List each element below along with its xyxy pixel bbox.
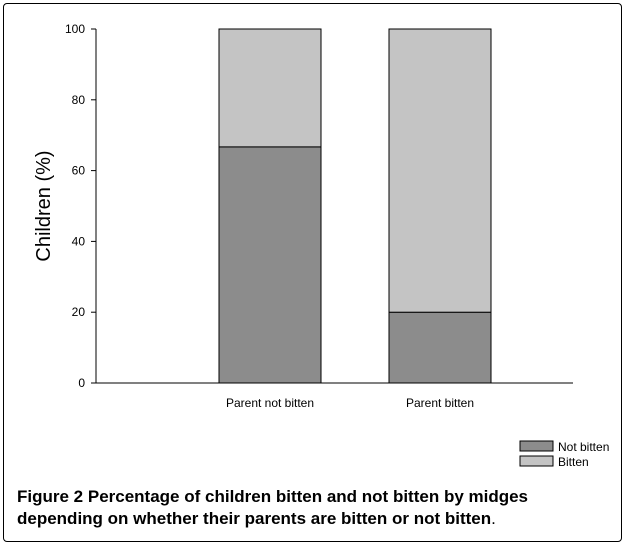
legend-label: Not bitten <box>558 440 609 454</box>
y-tick-label: 60 <box>72 164 86 178</box>
bar-segment <box>218 146 322 384</box>
caption-text: Percentage of children bitten and not bi… <box>17 487 529 528</box>
legend-swatch <box>519 440 554 452</box>
caption-label: Figure 2 <box>17 487 88 506</box>
y-tick-label: 80 <box>72 93 86 107</box>
y-axis-title: Children (%) <box>33 150 55 261</box>
figure-caption: Figure 2 Percentage of children bitten a… <box>17 486 617 530</box>
x-tick-label: Parent bitten <box>406 396 474 410</box>
x-tick-label: Parent not bitten <box>226 396 314 410</box>
caption-end: . <box>491 509 496 528</box>
y-tick-label: 20 <box>72 305 86 319</box>
legend-swatch <box>519 455 554 467</box>
y-tick-label: 40 <box>72 234 86 248</box>
bar-segment <box>388 28 492 313</box>
stacked-bar-chart: 0 20 40 60 80 100 Children (%) Parent not bitte… <box>33 22 609 469</box>
y-tick-label: 100 <box>65 22 85 36</box>
y-tick-label: 0 <box>78 376 85 390</box>
bar-segment <box>388 311 492 384</box>
bar-segment <box>218 28 322 148</box>
legend-label: Bitten <box>558 455 589 469</box>
